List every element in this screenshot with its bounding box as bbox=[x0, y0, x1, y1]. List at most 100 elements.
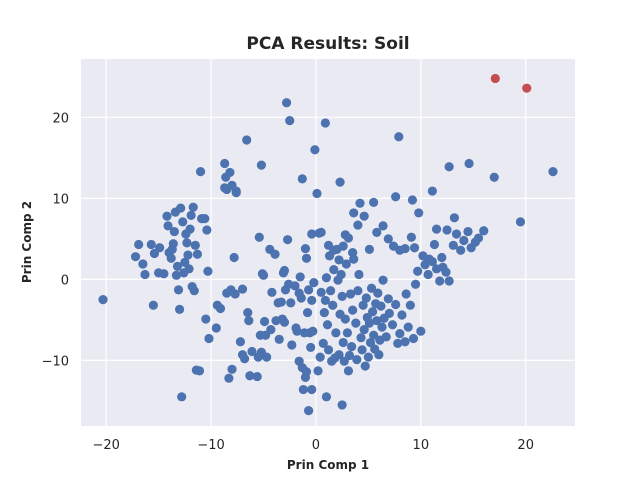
data-point bbox=[344, 350, 355, 361]
data-point bbox=[211, 323, 221, 333]
data-point bbox=[321, 392, 332, 402]
data-point bbox=[98, 295, 108, 305]
data-point bbox=[424, 254, 434, 264]
data-point bbox=[342, 328, 353, 338]
data-point bbox=[197, 214, 207, 224]
data-point bbox=[168, 239, 178, 249]
data-point bbox=[343, 233, 354, 243]
data-point bbox=[267, 287, 277, 297]
data-point bbox=[353, 220, 363, 230]
data-point bbox=[337, 400, 347, 410]
data-point bbox=[358, 300, 368, 310]
data-point bbox=[298, 384, 308, 395]
data-point bbox=[345, 289, 356, 299]
data-point bbox=[178, 217, 188, 227]
data-point bbox=[230, 289, 240, 299]
data-point bbox=[355, 198, 365, 208]
y-tick-label: 0 bbox=[61, 273, 69, 288]
data-point bbox=[403, 322, 413, 332]
data-point bbox=[231, 188, 241, 198]
data-point bbox=[372, 227, 382, 237]
data-point bbox=[413, 266, 423, 276]
data-point bbox=[353, 286, 363, 296]
data-point bbox=[319, 307, 329, 318]
data-point bbox=[401, 289, 411, 299]
data-point bbox=[138, 259, 148, 269]
data-point bbox=[243, 307, 253, 318]
data-point bbox=[354, 269, 364, 280]
data-point bbox=[351, 318, 361, 328]
data-point bbox=[341, 259, 351, 269]
data-point bbox=[191, 365, 201, 375]
data-point bbox=[515, 217, 526, 227]
data-point bbox=[410, 279, 421, 289]
data-point bbox=[383, 294, 393, 304]
data-point bbox=[256, 160, 266, 170]
data-point bbox=[334, 255, 344, 265]
data-point bbox=[281, 98, 292, 108]
data-point bbox=[188, 202, 198, 212]
data-point bbox=[163, 221, 173, 231]
data-point bbox=[309, 278, 319, 288]
data-point bbox=[320, 118, 330, 128]
data-point bbox=[329, 265, 339, 275]
data-point bbox=[302, 307, 313, 318]
data-point bbox=[405, 300, 415, 310]
data-point bbox=[464, 158, 474, 169]
data-point bbox=[254, 232, 264, 242]
y-tick-label: −10 bbox=[42, 354, 69, 369]
data-point bbox=[323, 345, 334, 355]
data-point bbox=[303, 285, 314, 295]
data-point bbox=[242, 135, 252, 145]
data-point bbox=[295, 272, 305, 282]
data-point bbox=[245, 371, 255, 381]
data-point bbox=[318, 338, 328, 348]
data-point bbox=[442, 225, 452, 235]
data-point bbox=[173, 285, 184, 295]
data-point bbox=[463, 226, 473, 237]
x-axis-label: Prin Comp 1 bbox=[287, 458, 369, 472]
y-axis-label: Prin Comp 2 bbox=[20, 201, 34, 283]
data-point bbox=[287, 340, 297, 350]
data-point bbox=[186, 210, 196, 220]
y-tick-label: 10 bbox=[52, 192, 69, 207]
data-point bbox=[300, 243, 311, 254]
data-point bbox=[444, 276, 454, 286]
data-point bbox=[400, 243, 410, 254]
data-point bbox=[285, 115, 295, 126]
y-tick-label: 20 bbox=[52, 111, 69, 126]
data-point bbox=[292, 326, 302, 336]
data-point bbox=[348, 248, 358, 258]
x-tick-label: 0 bbox=[312, 438, 320, 453]
data-point bbox=[301, 367, 312, 377]
data-point bbox=[336, 269, 346, 280]
data-point bbox=[366, 283, 377, 293]
data-point bbox=[489, 172, 499, 182]
data-point bbox=[448, 240, 458, 250]
data-point bbox=[338, 241, 348, 251]
data-point bbox=[195, 167, 206, 177]
data-point bbox=[307, 384, 317, 395]
data-point bbox=[303, 406, 314, 416]
data-point bbox=[364, 318, 375, 328]
data-point bbox=[313, 366, 323, 376]
data-point bbox=[423, 269, 433, 280]
data-point bbox=[393, 338, 403, 348]
data-point bbox=[184, 264, 194, 274]
data-point bbox=[174, 304, 185, 314]
data-point bbox=[166, 253, 176, 263]
data-point bbox=[259, 316, 270, 327]
data-point bbox=[312, 188, 322, 199]
data-point bbox=[190, 240, 200, 250]
data-point bbox=[321, 273, 332, 283]
data-point bbox=[374, 350, 384, 360]
data-point bbox=[414, 208, 424, 218]
data-point bbox=[391, 192, 401, 202]
data-point bbox=[459, 235, 469, 246]
data-point bbox=[212, 300, 222, 310]
data-point bbox=[408, 333, 419, 344]
data-point bbox=[220, 158, 230, 169]
data-point bbox=[177, 392, 187, 402]
data-point bbox=[361, 293, 371, 303]
data-point bbox=[334, 350, 344, 360]
